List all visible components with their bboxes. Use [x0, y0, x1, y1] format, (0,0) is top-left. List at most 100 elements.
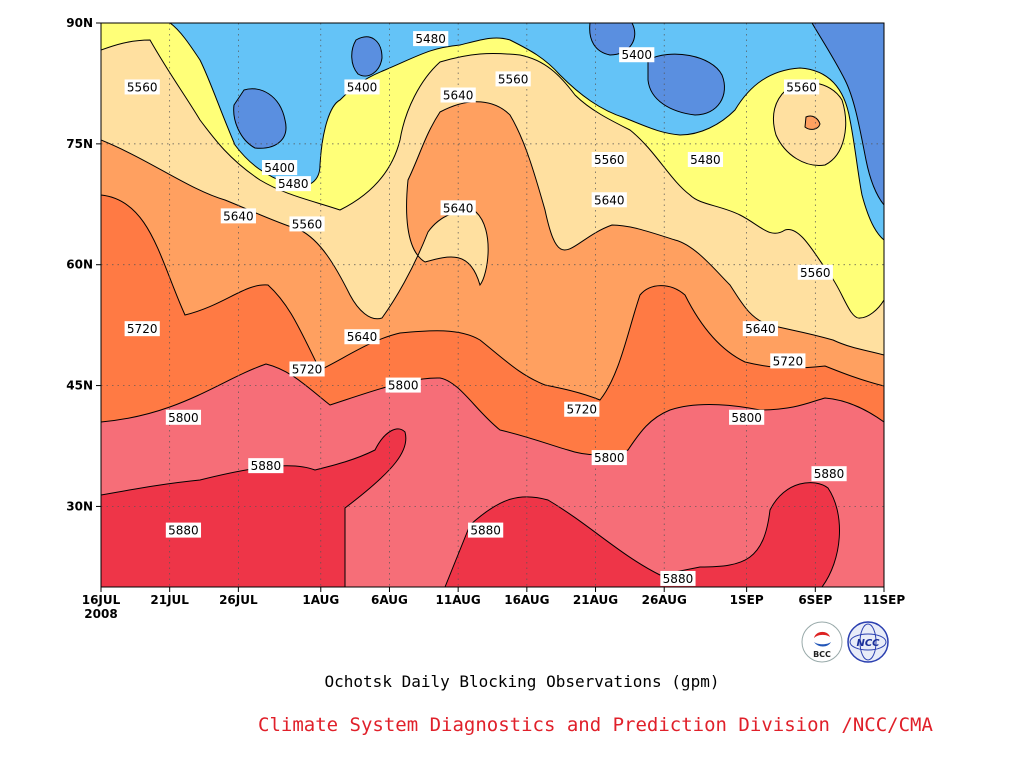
- contour-label: 5560: [797, 264, 833, 280]
- contour-label-bg: [413, 31, 449, 47]
- contour-label: 5880: [660, 570, 696, 586]
- contour-label-text: 5880: [168, 524, 199, 538]
- x-tick-label: 11AUG: [436, 593, 481, 607]
- level-below-5400-right: [647, 53, 725, 116]
- contour-label: 5800: [591, 450, 627, 466]
- contour-label-text: 5400: [264, 161, 295, 175]
- contour-label-bg: [797, 264, 833, 280]
- contour-label-text: 5640: [443, 89, 474, 103]
- contour-label-text: 5720: [127, 322, 158, 336]
- contour-label-bg: [220, 208, 256, 224]
- contour-label: 5640: [220, 208, 256, 224]
- axes: 16JUL 21JUL 26JUL 1AUG 6AUG 11AUG 16AUG 21AUG 26…: [66, 16, 905, 621]
- bcc-logo: BCC: [801, 621, 843, 663]
- contour-label: 5880: [165, 522, 202, 538]
- contour-label-bg: [165, 409, 202, 425]
- contour-label: 5560: [495, 71, 531, 87]
- x-tick-label: 21AUG: [573, 593, 618, 607]
- contour-label-bg: [619, 47, 655, 63]
- filled-contours: [101, 23, 884, 587]
- x-tick-label: 1AUG: [302, 593, 339, 607]
- ncc-logo: NCC: [847, 621, 889, 663]
- x-year-label: 2008: [84, 607, 117, 621]
- contour-label-text: 5640: [223, 209, 254, 223]
- ncc-logo-text: NCC: [856, 638, 880, 649]
- contour-label-text: 5880: [470, 524, 501, 538]
- contour-label-bg: [468, 522, 504, 538]
- contour-label: 5480: [275, 176, 311, 192]
- contour-label-text: 5800: [731, 411, 762, 425]
- level-below-5400-edge: [811, 23, 884, 206]
- contour-label-text: 5880: [663, 572, 694, 586]
- contour-label: 5720: [124, 321, 160, 337]
- contour-label-bg: [344, 329, 380, 345]
- contour-label: 5400: [261, 160, 298, 176]
- contour-label-bg: [385, 377, 421, 393]
- contour-label: 5560: [124, 79, 160, 95]
- contour-label: 5400: [619, 47, 655, 63]
- contour-label-bg: [687, 151, 724, 167]
- contour-label-bg: [261, 160, 298, 176]
- contour-label-text: 5720: [292, 362, 323, 376]
- contour-label-text: 5640: [594, 193, 625, 207]
- contour-labels: 5480 5400 5560 5400 5560 5560 5640 5400 5480 5560…: [124, 31, 847, 586]
- contour-label-bg: [344, 79, 380, 95]
- contour-label-bg: [770, 353, 806, 369]
- contour-label: 5720: [770, 353, 806, 369]
- contour-label-bg: [729, 409, 765, 425]
- contour-label-text: 5640: [745, 322, 776, 336]
- x-tick-label: 11SEP: [863, 593, 906, 607]
- grid: [101, 23, 884, 587]
- contour-label-bg: [591, 151, 627, 167]
- contour-label-text: 5560: [800, 266, 831, 280]
- y-tick-label: 90N: [66, 16, 93, 30]
- contour-label-bg: [124, 321, 160, 337]
- y-tick-label: 60N: [66, 258, 93, 272]
- contour-label: 5880: [248, 458, 284, 474]
- contour-label-text: 5720: [773, 354, 804, 368]
- level-below-5400-mid: [351, 36, 383, 77]
- contour-label: 5880: [811, 466, 847, 482]
- level-below-5400-upper: [589, 23, 636, 56]
- contour-label-text: 5400: [347, 80, 378, 94]
- level-5640-island: [804, 115, 821, 130]
- contour-label-bg: [440, 87, 476, 103]
- contour-label-bg: [564, 401, 600, 417]
- contour-label: 5640: [440, 200, 476, 216]
- contour-label: 5800: [385, 377, 421, 393]
- contour-label-bg: [591, 450, 627, 466]
- contour-label: 5480: [413, 31, 449, 47]
- contour-label: 5800: [729, 409, 765, 425]
- contour-label-text: 5800: [168, 411, 199, 425]
- contour-label: 5640: [742, 321, 778, 337]
- y-tick-label: 30N: [66, 499, 93, 513]
- contour-label-text: 5400: [621, 48, 652, 62]
- contour-label-text: 5640: [347, 330, 378, 344]
- contour-label: 5720: [564, 401, 600, 417]
- contour-label: 5560: [783, 79, 820, 95]
- contour-label: 5480: [687, 151, 724, 167]
- plot-frame: [100, 22, 885, 588]
- x-tick-label: 26AUG: [642, 593, 687, 607]
- y-tick-label: 75N: [66, 137, 93, 151]
- credit-line: Climate System Diagnostics and Predictio…: [258, 714, 933, 736]
- contour-label-text: 5800: [388, 379, 419, 393]
- contour-label: 5560: [591, 151, 627, 167]
- bcc-logo-text: BCC: [813, 650, 831, 659]
- contour-label-bg: [811, 466, 847, 482]
- contour-label-text: 5480: [415, 32, 446, 46]
- x-tick-label: 1SEP: [730, 593, 764, 607]
- contour-label-bg: [783, 79, 820, 95]
- contour-label-bg: [591, 192, 627, 208]
- contour-label-bg: [248, 458, 284, 474]
- contour-label-text: 5880: [814, 467, 845, 481]
- contour-label-text: 5640: [443, 201, 474, 215]
- chart-caption: Ochotsk Daily Blocking Observations (gpm…: [324, 672, 720, 691]
- contour-label-bg: [289, 361, 325, 377]
- contour-label-text: 5720: [567, 403, 598, 417]
- contour-label: 5640: [440, 87, 476, 103]
- x-tick-label: 6AUG: [371, 593, 408, 607]
- contour-label-text: 5560: [786, 80, 817, 94]
- contour-label-text: 5480: [690, 153, 721, 167]
